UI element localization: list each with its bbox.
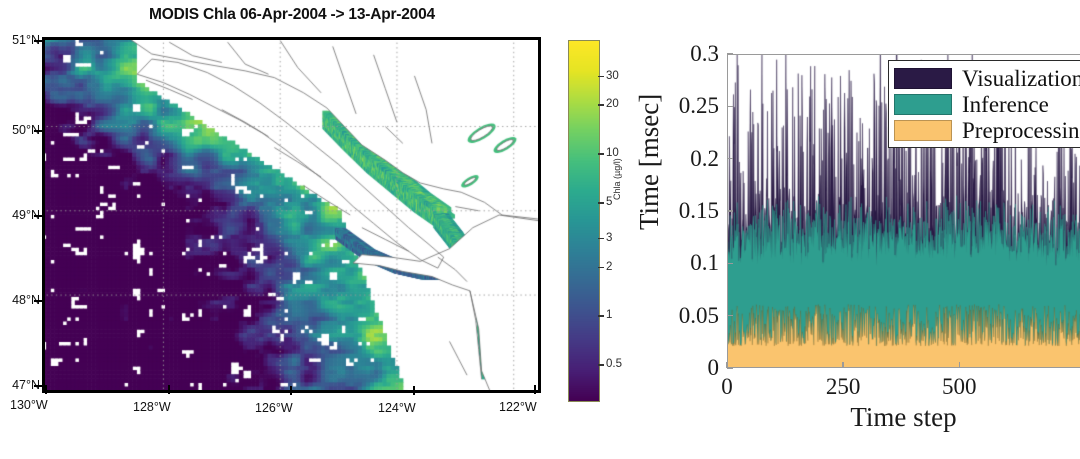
legend-swatch-inference <box>894 93 952 115</box>
map-plot-area <box>42 38 540 392</box>
timing-x-axis-title: Time step <box>850 402 957 432</box>
colorbar-gradient <box>569 41 599 401</box>
timing-ytick-mark <box>727 210 733 212</box>
timing-ytick-mark <box>727 262 733 265</box>
map-frame-top <box>42 37 541 40</box>
legend-label: Preprocessing <box>962 117 1080 143</box>
colorbar-tick-mark <box>598 75 604 78</box>
timing-xtick-label: 500 <box>941 374 977 399</box>
map-ytick-label: 47°N <box>12 378 40 392</box>
colorbar-title: Chla (µg/l) <box>612 158 622 200</box>
timing-ytick-label: 0.1 <box>690 250 719 276</box>
timing-ytick-mark <box>727 367 733 369</box>
map-xtick-label: 124°W <box>378 401 416 415</box>
map-ytick-label: 48°N <box>12 293 40 307</box>
timing-ytick-mark <box>727 105 733 108</box>
chlorophyll-raster <box>42 38 540 392</box>
map-ytick-label: 49°N <box>12 208 40 222</box>
timing-xtick-mark <box>842 362 844 368</box>
colorbar-tick-label: 30 <box>606 69 619 82</box>
colorbar <box>568 40 600 402</box>
timing-ytick-mark <box>727 314 733 317</box>
timing-ytick-label: 0.3 <box>690 41 719 66</box>
colorbar-tick-label: 20 <box>606 98 619 111</box>
legend-label: Visualization <box>962 65 1080 91</box>
map-xtick-mark <box>168 385 170 394</box>
timing-ytick-mark <box>727 53 733 55</box>
map-ytick-mark <box>34 385 43 387</box>
timing-xtick-mark <box>958 362 960 368</box>
legend-item: Visualization <box>894 65 1080 91</box>
map-xtick-label: 126°W <box>255 401 293 415</box>
legend-swatch-visualization <box>894 67 952 89</box>
map-ytick-mark <box>34 40 43 42</box>
legend-label: Inference <box>962 91 1049 117</box>
map-xtick-mark <box>45 385 47 394</box>
map-frame-left <box>42 37 45 393</box>
colorbar-tick-label: 5 <box>606 196 613 209</box>
colorbar-tick-mark <box>598 266 604 268</box>
timing-ytick-label: 0.15 <box>678 198 719 223</box>
legend-item: Inference <box>894 91 1080 117</box>
timing-ytick-label: 0 <box>707 355 720 380</box>
chart-legend: Visualization Inference Preprocessing <box>888 60 1080 148</box>
colorbar-tick-label: 0.5 <box>606 358 622 371</box>
timing-y-axis-title: Time [msec] <box>634 93 664 230</box>
map-frame-right <box>538 37 541 393</box>
map-ytick-mark <box>34 130 43 132</box>
timing-xtick-label: 0 <box>721 374 733 399</box>
colorbar-tick-mark <box>598 202 604 204</box>
timing-chart-panel: 0 0.05 0.1 0.15 0.2 0.25 0.3 0 250 500 Time [mse… <box>634 0 1080 459</box>
colorbar-tick-label: 1 <box>606 309 613 322</box>
colorbar-tick-mark <box>598 153 604 155</box>
map-xtick-mark <box>290 386 292 395</box>
timing-ytick-label: 0.05 <box>678 302 719 328</box>
map-xtick-mark <box>534 385 536 394</box>
timing-xtick-label: 250 <box>825 374 861 399</box>
colorbar-tick-mark <box>598 315 604 317</box>
map-xtick-mark <box>413 386 415 395</box>
timing-xtick-mark <box>726 362 728 368</box>
timing-ytick-mark <box>727 157 733 160</box>
colorbar-tick-mark <box>598 237 604 240</box>
colorbar-tick-mark <box>598 104 604 106</box>
map-ytick-mark <box>34 215 43 217</box>
timing-ytick-label: 0.25 <box>678 93 719 119</box>
colorbar-tick-label: 10 <box>606 147 619 160</box>
timing-ytick-label: 0.2 <box>690 145 719 171</box>
map-xtick-label: 130°W <box>10 398 48 412</box>
legend-swatch-preprocessing <box>894 119 952 141</box>
map-xtick-label: 122°W <box>499 400 537 414</box>
modis-map-panel: MODIS Chla 06-Apr-2004 -> 13-Apr-2004 51… <box>10 6 622 415</box>
colorbar-tick-mark <box>598 364 604 366</box>
colorbar-tick-label: 3 <box>606 231 613 244</box>
map-ytick-mark <box>34 300 43 302</box>
page-title: MODIS Chla 06-Apr-2004 -> 13-Apr-2004 <box>149 6 435 23</box>
map-xtick-label: 128°W <box>133 400 171 414</box>
legend-item: Preprocessing <box>894 117 1080 143</box>
map-ytick-label: 51°N <box>12 33 40 47</box>
colorbar-tick-label: 2 <box>606 260 613 273</box>
map-ytick-label: 50°N <box>12 123 40 137</box>
